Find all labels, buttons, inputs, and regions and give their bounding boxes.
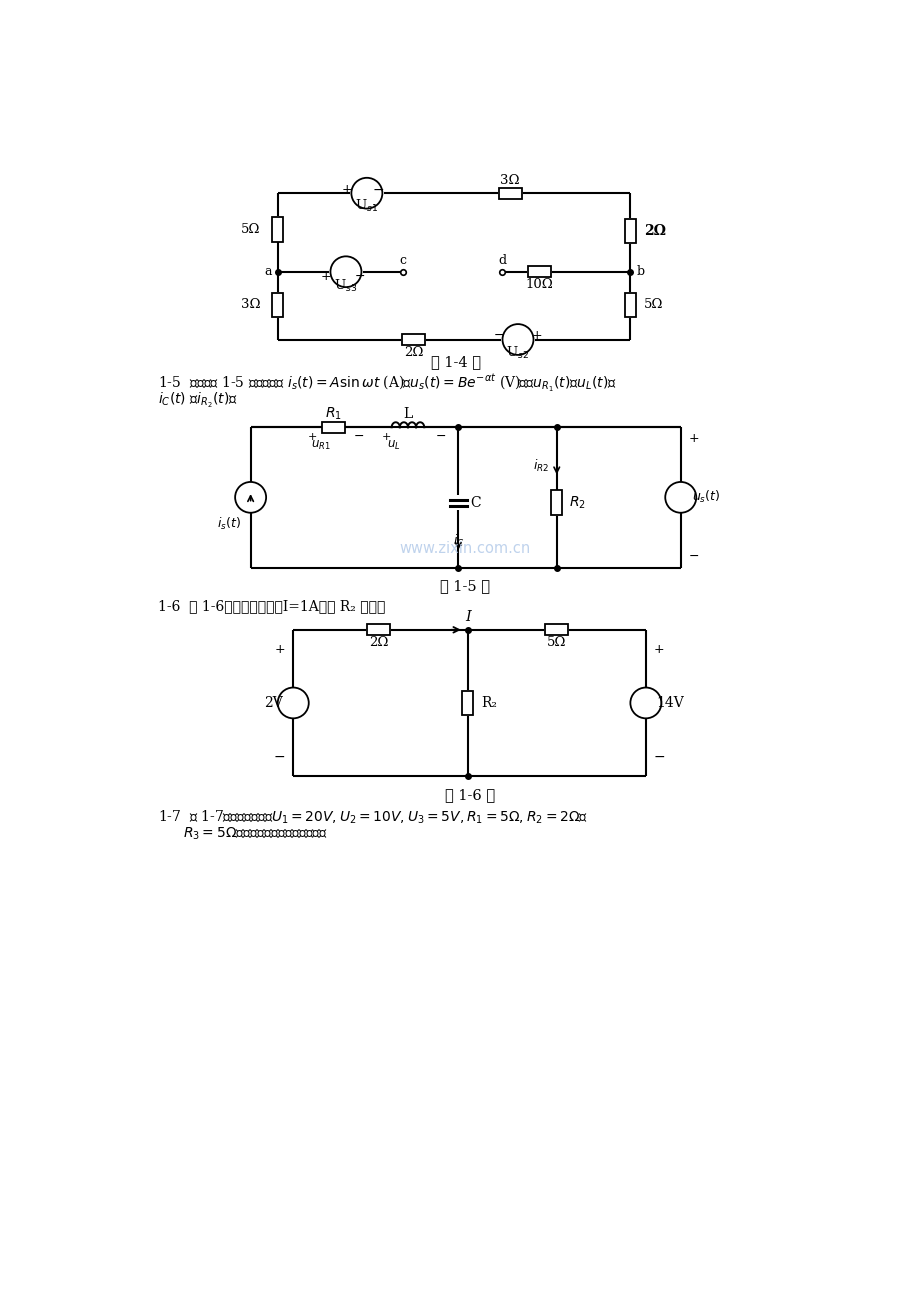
Bar [545,625,568,635]
Bar [272,217,283,242]
Bar [498,187,521,199]
Text: +: + [687,432,698,445]
Text: a: a [264,266,271,279]
Text: −: − [274,750,285,764]
Circle shape [502,324,533,355]
Text: $u_L$: $u_L$ [387,439,401,452]
Text: −: − [435,430,446,443]
Circle shape [351,178,382,208]
Text: $u_{R1}$: $u_{R1}$ [311,439,330,452]
Text: $R_2$: $R_2$ [569,495,585,510]
Circle shape [278,687,309,719]
Text: 2Ω: 2Ω [369,635,388,648]
Text: 10Ω: 10Ω [526,279,553,292]
Text: C: C [471,496,481,510]
Bar [528,267,550,277]
Text: −: − [652,750,664,764]
Text: $i_{R2}$: $i_{R2}$ [533,458,549,474]
Circle shape [330,256,361,288]
Text: +: + [275,643,285,655]
Text: $u_s(t)$: $u_s(t)$ [691,490,720,505]
Text: +: + [341,182,352,195]
Text: −: − [354,270,365,283]
Text: +: + [308,431,317,441]
Text: U$_{s2}$: U$_{s2}$ [506,345,529,361]
Text: I: I [464,611,470,625]
Bar [624,293,635,318]
Text: 5Ω: 5Ω [643,298,663,311]
Bar [322,422,345,432]
Text: $i_s(t)$: $i_s(t)$ [217,517,241,533]
Text: www.zixin.com.cn: www.zixin.com.cn [399,542,530,556]
Text: −: − [372,182,384,197]
Text: 2V: 2V [264,697,282,710]
Text: +: + [381,431,391,441]
Bar [402,335,425,345]
Text: R₂: R₂ [481,697,497,710]
Text: L: L [403,408,412,421]
Bar [272,293,283,318]
Text: 5Ω: 5Ω [547,635,566,648]
Text: 题 1-4 图: 题 1-4 图 [430,355,481,370]
Text: 2Ω: 2Ω [643,224,665,238]
Text: 14V: 14V [656,697,684,710]
Text: 3Ω: 3Ω [500,173,519,186]
Text: 1-7  题 1-7图示电路，已知$U_1 = 20V, U_2 = 10V, U_3 = 5V, R_1 = 5\Omega, R_2 = 2\Omega$，: 1-7 题 1-7图示电路，已知$U_1 = 20V, U_2 = 10V, U… [157,809,587,825]
Text: 题 1-5 图: 题 1-5 图 [440,579,490,592]
Text: −: − [493,329,504,342]
Text: 1-6  题 1-6图示电路，已知I=1A，求 R₂ 的値。: 1-6 题 1-6图示电路，已知I=1A，求 R₂ 的値。 [157,599,384,613]
Text: +: + [320,270,331,283]
Text: 3Ω: 3Ω [241,298,260,311]
Text: 题 1-6 图: 题 1-6 图 [445,788,494,802]
Text: +: + [530,329,541,342]
Text: −: − [354,430,364,443]
Bar [367,625,390,635]
Circle shape [235,482,266,513]
Text: b: b [636,266,644,279]
Text: 1-5  电路如题 1-5 图所示。设 $i_s(t) = A\sin\omega t$ (A)，$u_s(t) = Be^{-\alpha t}$ (V)，求: 1-5 电路如题 1-5 图所示。设 $i_s(t) = A\sin\omega… [157,372,616,395]
Text: 2Ω: 2Ω [403,346,423,359]
Bar [461,690,472,715]
Text: U$_{s1}$: U$_{s1}$ [355,198,378,215]
Text: $i_C(t)$ 和$i_{R_2}(t)$。: $i_C(t)$ 和$i_{R_2}(t)$。 [157,391,237,410]
Text: −: − [687,551,698,564]
Text: $i_C$: $i_C$ [452,534,463,549]
Text: $R_1$: $R_1$ [324,405,342,422]
Text: d: d [498,254,506,267]
Circle shape [630,687,661,719]
Text: 5Ω: 5Ω [241,223,260,236]
Bar [550,491,562,516]
Text: c: c [400,254,406,267]
Bar [624,219,635,243]
Text: +: + [652,643,664,655]
Text: $R_3 = 5\Omega$，求图中标出的各支路电流。: $R_3 = 5\Omega$，求图中标出的各支路电流。 [183,825,328,842]
Circle shape [664,482,696,513]
Text: U$_{s3}$: U$_{s3}$ [334,277,357,294]
